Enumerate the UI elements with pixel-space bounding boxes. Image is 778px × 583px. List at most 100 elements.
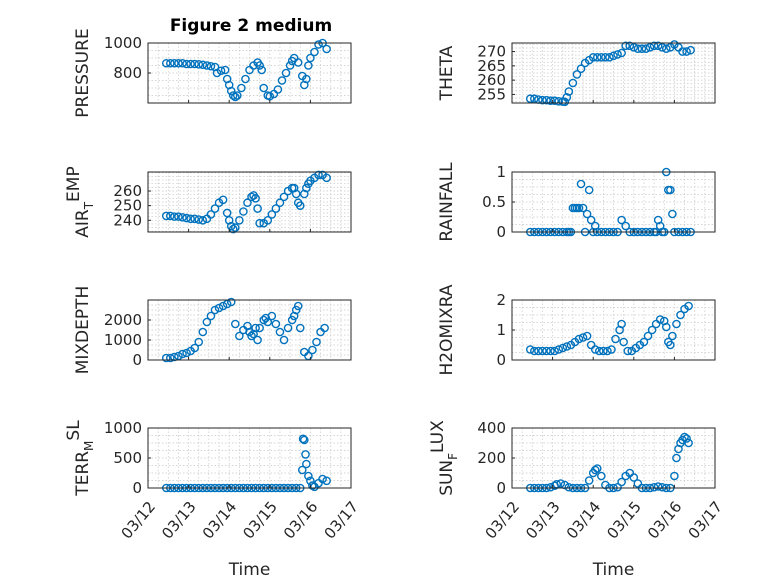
- panel-2-data-point: [588, 52, 598, 62]
- panel-3-ytick-label: 250: [113, 197, 142, 215]
- panel-5-ytick-label: 0: [132, 351, 142, 369]
- panel-2-data-point: [617, 48, 626, 58]
- panel-1-data-point: [257, 65, 266, 75]
- panel-4-data-point: [584, 185, 594, 195]
- panel-1-data-point: [277, 76, 287, 85]
- panel-5-data-point: [259, 315, 269, 325]
- panel-8-data-point: [682, 434, 691, 443]
- panel-5-data-point: [161, 353, 171, 363]
- panel-8-data-point: [629, 473, 639, 482]
- panel-6-data-point: [661, 322, 671, 332]
- panel-2-data-point: [621, 41, 630, 51]
- panel-1-data-point: [314, 40, 323, 49]
- panel-3-data-point: [255, 218, 264, 228]
- panel-4-ytick-label: 1: [496, 163, 506, 181]
- panel-5-data-point: [293, 301, 303, 311]
- panel-5-data-point: [190, 343, 199, 353]
- panel-4-data-point: [574, 203, 584, 213]
- panel-3-data-point: [161, 211, 171, 221]
- panel-1-data-point: [170, 58, 179, 68]
- panel-6-data-point: [582, 331, 592, 341]
- panel-2-data-point: [661, 44, 671, 54]
- panel-1-data-point: [166, 58, 175, 68]
- panel-5-data-point: [295, 323, 305, 333]
- panel-6-data-point: [546, 346, 555, 356]
- panel-6-data-point: [643, 331, 653, 341]
- panel-2-data-point: [641, 44, 651, 54]
- panel-2-data-point: [554, 96, 563, 106]
- panel-3-data-point: [322, 173, 331, 183]
- panel-8-data-point: [613, 482, 622, 492]
- panel-4-data-point: [666, 185, 675, 195]
- panel-1-data-point: [273, 85, 283, 94]
- panel-1-data-point: [198, 60, 208, 70]
- panel-2-ytick-label: 260: [477, 71, 506, 89]
- panel-7-ytick-label: 500: [113, 449, 142, 467]
- panel-4-data-point: [576, 179, 586, 189]
- panel-4-ytick-label: 0: [496, 223, 506, 241]
- panel-2-data-point: [678, 47, 687, 56]
- panel-5-data-point: [271, 319, 281, 329]
- panel-3-data-point: [247, 192, 256, 202]
- panel-1-data-point: [293, 58, 303, 67]
- panel-6-data-point: [558, 343, 568, 353]
- panel-7-ytick-label: 1000: [104, 419, 142, 437]
- panel-3-data-point: [235, 215, 244, 225]
- panel-1-data-point: [322, 44, 331, 54]
- panel-8-ytick-label: 200: [477, 449, 506, 467]
- panel-5-ytick-label: 2000: [104, 311, 142, 329]
- panel-1-data-point: [194, 60, 204, 69]
- panel-6-data-point: [684, 301, 693, 311]
- panel-5-data-point: [247, 331, 256, 341]
- panel-3-data-point: [243, 198, 252, 208]
- panel-5-data-point: [182, 348, 191, 358]
- panel-7-data-point: [318, 474, 327, 484]
- panel-7-data-point: [297, 465, 307, 475]
- panel-5-data-point: [226, 297, 236, 307]
- panel-5-data-point: [210, 305, 220, 315]
- panel-1-data-point: [216, 66, 226, 76]
- panel-2-data-point: [613, 50, 622, 59]
- panel-1-data-point: [233, 91, 242, 100]
- panel-2-data-point: [682, 47, 691, 56]
- panel-3-data-point: [194, 215, 204, 224]
- panel-5-data-point: [170, 352, 179, 362]
- panel-2-data-point: [525, 94, 535, 104]
- panel-3-data-point: [239, 207, 248, 216]
- panel-3-data-point: [295, 201, 305, 210]
- panel-8-data-point: [617, 477, 626, 487]
- panel-2-data-point: [576, 64, 586, 74]
- panel-8-data-point: [584, 476, 594, 485]
- panel-6-data-point: [607, 345, 616, 354]
- panel-6-data-point: [639, 337, 649, 347]
- panel-6-ytick-label: 0: [496, 351, 506, 369]
- panel-8-ytick-label: 400: [477, 419, 506, 437]
- panel-3-data-point: [267, 210, 277, 219]
- panel-8-data-point: [672, 453, 681, 463]
- panel-3-data-point: [186, 214, 195, 224]
- panel-1-data-point: [255, 61, 264, 70]
- panel-5-ytick-label: 1000: [104, 331, 142, 349]
- panel-6-data-point: [534, 346, 543, 356]
- panel-2-ytick-label: 270: [477, 43, 506, 61]
- panel-5-data-point: [312, 337, 321, 347]
- panel-2-data-point: [657, 42, 667, 52]
- panel-1-data-point: [285, 61, 295, 70]
- panel-8-data-point: [657, 482, 667, 492]
- panel-1-data-point: [226, 86, 236, 96]
- panel-2-data-point: [625, 41, 635, 51]
- panel-5-data-point: [267, 311, 277, 321]
- panel-5-data-point: [308, 345, 317, 355]
- panel-3-data-point: [289, 183, 299, 193]
- panel-7-data-point: [322, 476, 331, 486]
- panel-1-data-point: [202, 61, 212, 70]
- panel-2-data-point: [649, 41, 659, 51]
- panel-3-data-point: [279, 192, 289, 202]
- panel-6-data-point: [525, 345, 535, 354]
- panel-8-ylabel: SUNFLUX: [428, 420, 460, 496]
- panel-7-data-point: [302, 459, 311, 469]
- panel-2-data-point: [568, 78, 578, 88]
- panel-6-data-point: [578, 333, 588, 342]
- panel-5-data-point: [263, 317, 273, 327]
